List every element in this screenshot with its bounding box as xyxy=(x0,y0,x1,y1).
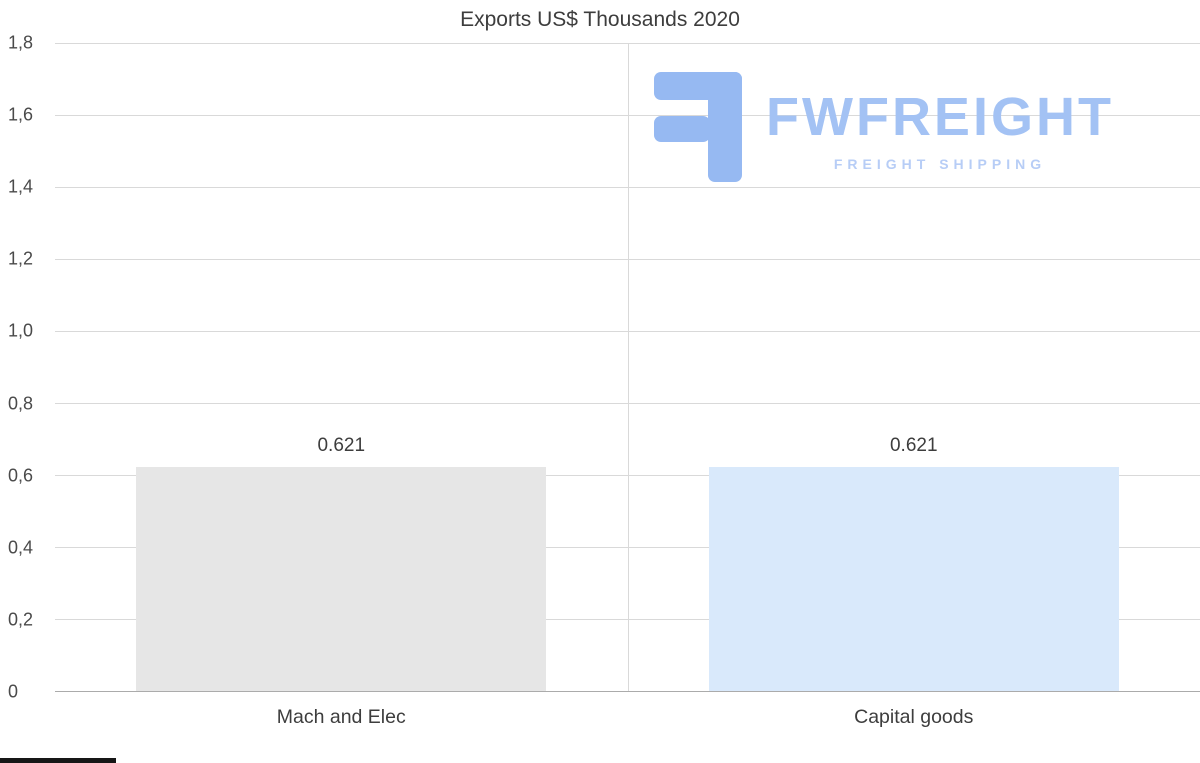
bar-group-capital-goods: 0.621 xyxy=(628,43,1200,691)
y-axis: 1,8 1,6 1,4 1,2 1,0 0,8 0,6 0,4 0,2 0 xyxy=(0,33,50,702)
plot-area: 0.621 0.621 xyxy=(55,43,1200,692)
y-tick-label: 1,6 xyxy=(8,104,34,125)
bar xyxy=(708,467,1119,691)
y-tick-label: 0 xyxy=(8,681,19,702)
logo-name: FWFREIGHT xyxy=(766,87,1114,147)
bar-column: 0.621 xyxy=(708,43,1119,691)
y-tick-label: 1,0 xyxy=(8,320,34,341)
bar-column: 0.621 xyxy=(136,43,547,691)
bar-value-label: 0.621 xyxy=(317,435,366,457)
y-tick-label: 0,8 xyxy=(8,393,34,414)
bars: 0.621 0.621 xyxy=(55,43,1200,691)
bar-group-mach-and-elec: 0.621 xyxy=(55,43,628,691)
bottom-left-edge-mark xyxy=(0,758,116,763)
x-tick-label: Capital goods xyxy=(854,706,974,728)
y-tick-label: 0,2 xyxy=(8,609,34,630)
y-tick-label: 0,6 xyxy=(8,465,34,486)
y-tick-label: 1,4 xyxy=(8,176,34,197)
logo-tagline: FREIGHT SHIPPING xyxy=(833,156,1047,172)
y-tick-label: 1,8 xyxy=(8,32,34,53)
vertical-gridline xyxy=(627,43,629,691)
logo-text: FWFREIGHT FREIGHT SHIPPING xyxy=(766,90,1114,172)
chart-title: Exports US$ Thousands 2020 xyxy=(460,8,740,31)
bar xyxy=(136,467,547,691)
fwfreight-logo-icon xyxy=(654,72,742,182)
x-axis: Mach and Elec Capital goods xyxy=(55,706,1200,729)
bar-value-label: 0.621 xyxy=(889,435,938,457)
x-tick-label: Mach and Elec xyxy=(276,706,406,728)
logo: FWFREIGHT FREIGHT SHIPPING xyxy=(648,68,1114,186)
y-tick-label: 1,2 xyxy=(8,248,34,269)
y-tick-label: 0,4 xyxy=(8,537,34,558)
